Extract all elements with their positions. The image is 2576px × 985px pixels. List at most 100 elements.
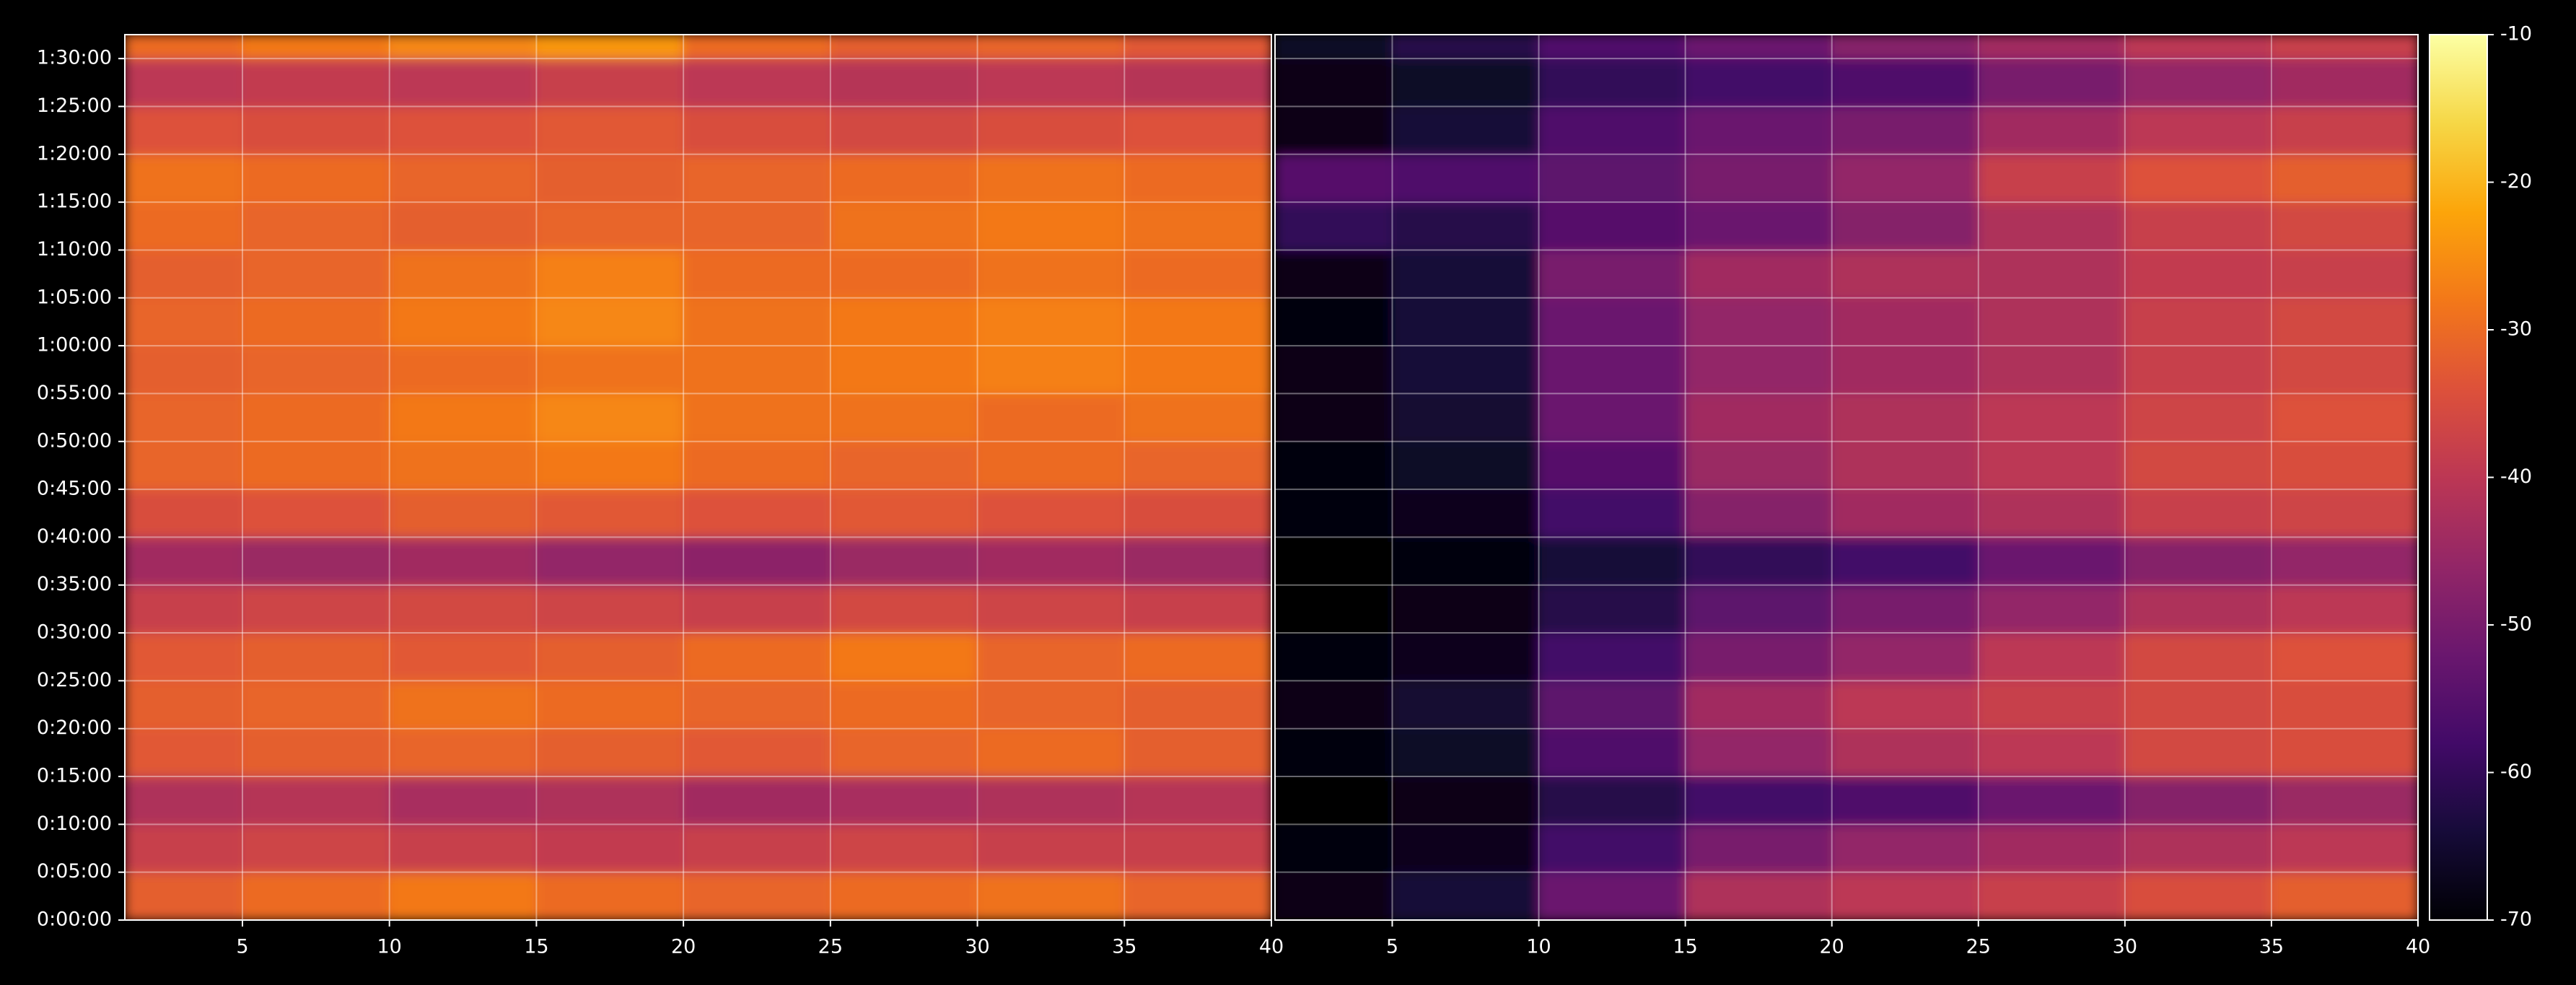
x-tick-label: 20	[671, 936, 696, 958]
heatmap-cell	[1275, 249, 1393, 299]
heatmap-cell	[2270, 871, 2418, 920]
colorbar-tick-label: -70	[2500, 909, 2532, 931]
heatmap-cell	[1684, 440, 1833, 491]
heatmap-cell	[1977, 393, 2126, 442]
y-tick-label: 1:00:00	[37, 334, 112, 356]
heatmap-cell	[1684, 776, 1833, 826]
heatmap-cell	[976, 201, 1126, 251]
heatmap-cell	[2270, 249, 2418, 299]
heatmap-cell	[1123, 776, 1271, 826]
heatmap-cell	[976, 58, 1126, 108]
heatmap-cell	[683, 440, 831, 491]
heatmap-cell	[1977, 35, 2126, 60]
heatmap-cell	[1538, 297, 1686, 347]
heatmap-cell	[829, 776, 978, 826]
heatmap-cell	[1538, 727, 1686, 778]
heatmap-cell	[1977, 489, 2126, 538]
heatmap-cell	[683, 871, 831, 920]
x-tick-label: 30	[965, 936, 989, 958]
heatmap-cell	[1538, 345, 1686, 395]
y-tick-label: 0:05:00	[37, 860, 112, 883]
heatmap-cell	[125, 727, 243, 778]
heatmap-cell	[1831, 58, 1979, 108]
heatmap-cell	[1831, 776, 1979, 826]
heatmap-cell	[1123, 393, 1271, 442]
heatmap-cell	[829, 58, 978, 108]
heatmap-cell	[1275, 536, 1393, 586]
heatmap-cell	[2124, 823, 2272, 873]
heatmap-cell	[125, 823, 243, 873]
heatmap-cell	[1275, 58, 1393, 108]
axes-frame	[124, 34, 1272, 921]
heatmap-cell	[388, 249, 538, 299]
y-tick-label: 1:20:00	[37, 142, 112, 165]
heatmap-cell	[1977, 776, 2126, 826]
colorbar-tick-label: -50	[2500, 613, 2532, 636]
heatmap-cell	[2270, 632, 2418, 682]
heatmap-cell	[1275, 201, 1393, 251]
heatmap-cell	[535, 680, 685, 730]
heatmap-cell	[2270, 776, 2418, 826]
heatmap-cell	[535, 776, 685, 826]
heatmap-cell	[829, 489, 978, 538]
heatmap-cell	[683, 249, 831, 299]
heatmap-cell	[976, 823, 1126, 873]
heatmap-cell	[1831, 440, 1979, 491]
heatmap-cell	[1275, 823, 1393, 873]
heatmap-cell	[1391, 823, 1540, 873]
heatmap-cell	[1831, 35, 1979, 60]
heatmap-cell	[2270, 393, 2418, 442]
heatmap-cell	[535, 105, 685, 155]
heatmap-cell	[1684, 393, 1833, 442]
heatmap-cell	[1684, 297, 1833, 347]
heatmap-cell	[1275, 584, 1393, 634]
heatmap-cell	[1123, 345, 1271, 395]
heatmap-cell	[241, 58, 390, 108]
heatmap-cell	[1977, 871, 2126, 920]
heatmap-cell	[1275, 489, 1393, 538]
heatmap-cell	[1831, 680, 1979, 730]
heatmap-cell	[1684, 345, 1833, 395]
heatmap-cell	[1275, 440, 1393, 491]
heatmap-cell	[1391, 536, 1540, 586]
heatmap-cell	[1391, 201, 1540, 251]
heatmap-cell	[241, 489, 390, 538]
heatmap-cell	[683, 489, 831, 538]
heatmap-cell	[829, 536, 978, 586]
heatmap-cell	[2124, 297, 2272, 347]
heatmap-cell	[2124, 680, 2272, 730]
heatmap-layer	[125, 35, 1271, 920]
heatmap-cell	[683, 823, 831, 873]
heatmap-cell	[388, 345, 538, 395]
heatmap-cell	[388, 632, 538, 682]
heatmap-cell	[1538, 871, 1686, 920]
heatmap-cell	[1538, 393, 1686, 442]
heatmap-cell	[1391, 35, 1540, 60]
heatmap-cell	[125, 58, 243, 108]
heatmap-cell	[125, 440, 243, 491]
heatmap-cell	[683, 680, 831, 730]
heatmap-cell	[1831, 727, 1979, 778]
heatmap-cell	[1831, 536, 1979, 586]
heatmap-cell	[2124, 632, 2272, 682]
heatmap-cell	[1977, 297, 2126, 347]
heatmap-cell	[683, 297, 831, 347]
heatmap-cell	[683, 727, 831, 778]
heatmap-cell	[1391, 584, 1540, 634]
heatmap-cell	[2124, 584, 2272, 634]
heatmap-cell	[388, 680, 538, 730]
heatmap-cell	[388, 440, 538, 491]
heatmap-cell	[388, 35, 538, 60]
heatmap-cell	[2270, 297, 2418, 347]
heatmap-cell	[125, 105, 243, 155]
heatmap-cell	[241, 823, 390, 873]
heatmap-cell	[1684, 35, 1833, 60]
heatmap-cell	[1391, 153, 1540, 203]
heatmap-cell	[2124, 776, 2272, 826]
heatmap-cell	[829, 297, 978, 347]
heatmap-cell	[388, 584, 538, 634]
heatmap-layer	[1275, 35, 2418, 920]
heatmap-cell	[388, 105, 538, 155]
heatmap-cell	[241, 35, 390, 60]
heatmap-cell	[683, 201, 831, 251]
